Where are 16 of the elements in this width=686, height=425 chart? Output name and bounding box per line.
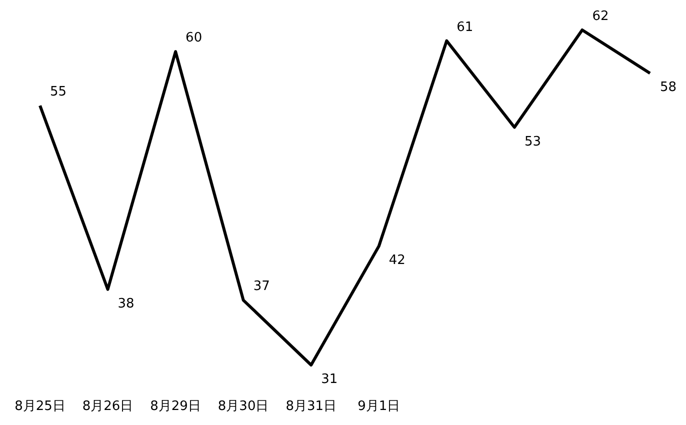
x-tick-label: 8月25日	[14, 399, 66, 414]
x-tick-label: 8月26日	[82, 399, 134, 414]
data-label: 42	[388, 253, 406, 268]
data-label: 53	[524, 134, 541, 150]
data-label: 38	[118, 296, 134, 312]
data-label: 60	[186, 30, 202, 46]
data-label: 61	[456, 20, 474, 35]
data-label: 31	[321, 372, 338, 387]
x-tick-label: 9月1日	[358, 399, 400, 414]
x-tick-label: 8月31日	[286, 399, 337, 414]
x-tick-label: 8月30日	[218, 399, 269, 414]
data-label: 58	[660, 80, 677, 96]
data-label: 37	[253, 279, 270, 294]
data-label: 62	[592, 9, 609, 24]
data-label: 55	[50, 84, 67, 100]
x-tick-label: 8月29日	[150, 399, 201, 414]
